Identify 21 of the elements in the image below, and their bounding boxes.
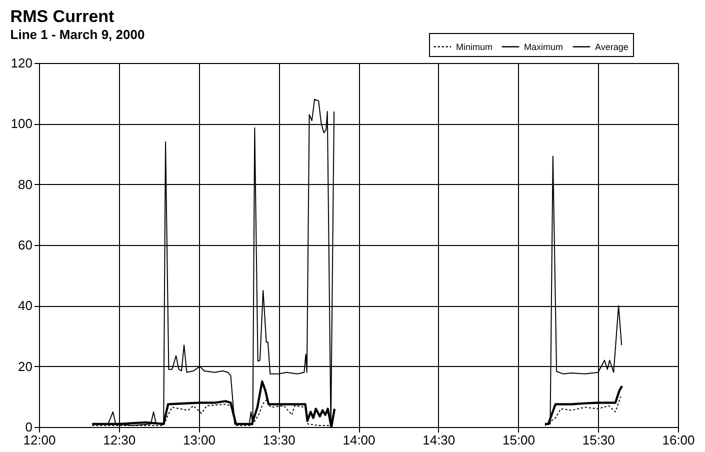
x-tick-label: 15:30: [582, 432, 615, 448]
x-tick-label: 14:00: [342, 432, 376, 448]
y-tick-label: 20: [18, 358, 32, 374]
chart-subtitle: Line 1 - March 9, 2000: [10, 27, 145, 42]
x-tick-label: 13:30: [262, 432, 296, 448]
x-tick-label: 15:00: [502, 432, 536, 448]
legend-label: Maximum: [524, 42, 564, 52]
x-tick-label: 14:30: [422, 432, 456, 448]
x-tick-label: 13:00: [182, 432, 216, 448]
x-tick-label: 12:00: [23, 432, 56, 448]
x-tick-label: 12:30: [103, 432, 136, 448]
y-tick-label: 100: [10, 116, 32, 132]
x-tick-label: 16:00: [662, 432, 695, 448]
legend-label: Minimum: [456, 42, 493, 52]
chart-title: RMS Current: [10, 7, 115, 26]
y-tick-label: 80: [18, 176, 32, 192]
y-tick-label: 60: [18, 238, 32, 252]
y-tick-label: 0: [25, 420, 32, 434]
y-tick-label: 40: [18, 298, 32, 314]
y-tick-label: 120: [10, 56, 32, 70]
legend-label: Average: [595, 42, 628, 52]
